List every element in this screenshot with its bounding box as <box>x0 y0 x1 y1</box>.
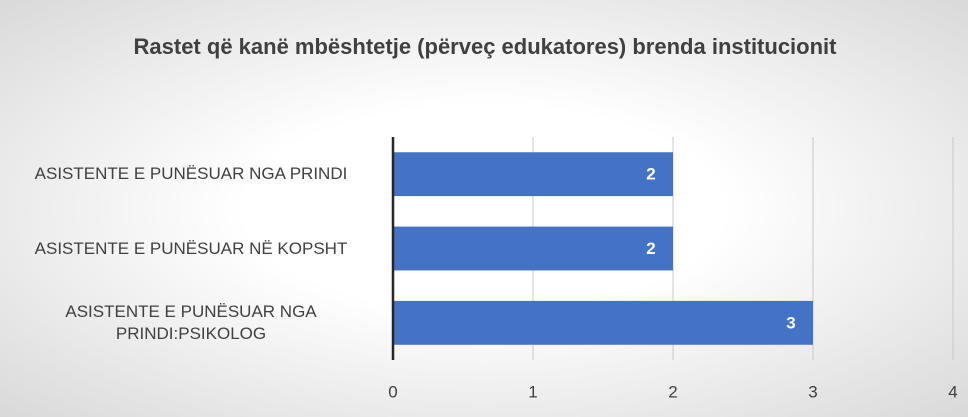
x-tick-label: 1 <box>528 382 537 401</box>
y-tick-label: ASISTENTE E PUNËSUAR NGA PRINDI <box>34 164 348 184</box>
x-tick-label: 0 <box>388 382 397 401</box>
bar <box>393 300 813 345</box>
x-tick-label: 2 <box>668 382 677 401</box>
bar <box>393 226 673 271</box>
data-label: 3 <box>786 313 795 332</box>
y-tick-label: ASISTENTE E PUNËSUAR NGA PRINDI:PSIKOLOG <box>65 301 317 343</box>
x-tick-label: 4 <box>948 382 957 401</box>
y-tick-label: ASISTENTE E PUNËSUAR NË KOPSHT <box>34 238 348 258</box>
bar <box>393 152 673 197</box>
chart-title: Rastet që kanë mbështetje (përveç edukat… <box>133 34 837 59</box>
data-label: 2 <box>646 165 655 184</box>
x-tick-label: 3 <box>808 382 817 401</box>
data-label: 2 <box>646 239 655 258</box>
